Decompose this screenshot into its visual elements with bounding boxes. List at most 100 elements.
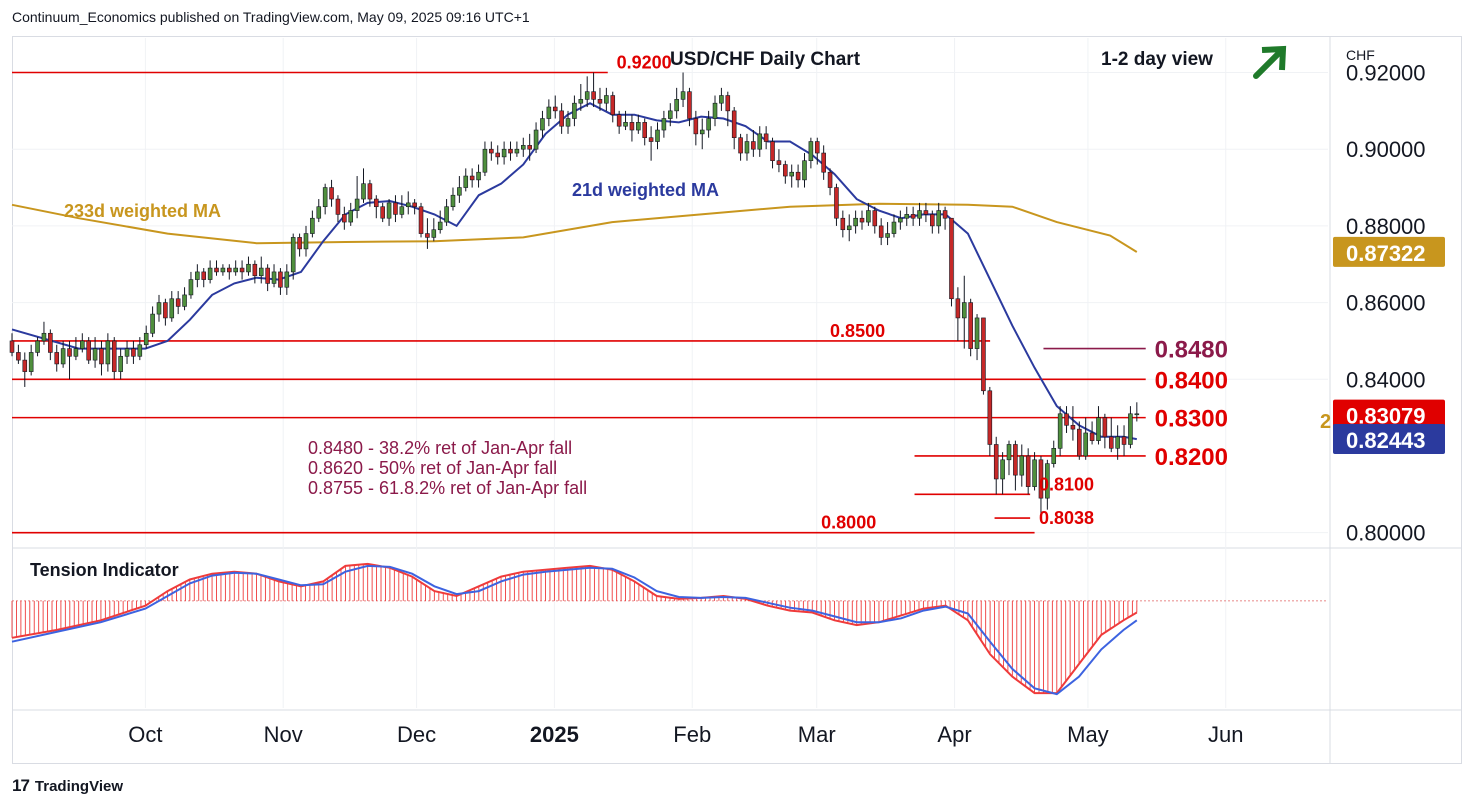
- candle-body: [1089, 432, 1095, 441]
- level-label: 0.8500: [830, 321, 885, 341]
- candle-body: [131, 348, 136, 357]
- candle-body: [182, 294, 187, 307]
- candle-body: [1083, 432, 1088, 457]
- price-axis[interactable]: 0.92000 0.90000 0.88000 0.86000 0.84000 0.800…: [1333, 47, 1445, 546]
- ma21-label: 21d weighted MA: [572, 180, 719, 200]
- candle: [297, 233, 302, 257]
- candle: [757, 126, 763, 157]
- candle: [661, 110, 667, 138]
- time-tick-label: Mar: [798, 722, 836, 747]
- candle-body: [246, 263, 251, 273]
- candle-body: [48, 332, 53, 353]
- ma233-label: 233d weighted MA: [64, 201, 221, 221]
- price-tick-label: 0.92000: [1346, 61, 1426, 86]
- candle: [457, 176, 462, 203]
- candle-body: [693, 118, 699, 135]
- retracement-note: 0.8620 - 50% ret of Jan-Apr fall: [308, 458, 557, 478]
- time-axis[interactable]: Oct Nov Dec 2025 Feb Mar Apr May Jun: [128, 722, 1243, 747]
- candle: [776, 149, 782, 173]
- candle-body: [827, 171, 833, 188]
- candle: [751, 130, 756, 157]
- candle-body: [1115, 436, 1120, 449]
- price-tag-box: [1333, 423, 1445, 454]
- candle: [667, 103, 673, 127]
- candle-body: [738, 137, 743, 154]
- candle-body: [143, 332, 149, 346]
- candle: [552, 95, 558, 119]
- candle-body: [60, 348, 66, 365]
- price-tag[interactable]: 0.87322: [1333, 236, 1445, 267]
- candle-body: [73, 348, 79, 357]
- candle-body: [393, 202, 398, 215]
- candle-body: [1096, 417, 1101, 441]
- candle-body: [993, 444, 999, 480]
- candle: [469, 168, 475, 188]
- candle: [834, 183, 839, 226]
- tradingview-footer[interactable]: 17 TradingView: [12, 776, 123, 796]
- candle-body: [610, 95, 616, 115]
- candle: [399, 195, 405, 219]
- candle: [163, 298, 168, 326]
- candle: [993, 436, 999, 495]
- candle-body: [527, 145, 532, 150]
- candle-body: [783, 164, 788, 177]
- candle: [738, 133, 743, 161]
- chart-frame: [12, 36, 1462, 764]
- candle-body: [578, 99, 584, 104]
- support-resistance-levels: [12, 71, 1146, 534]
- candle-body: [207, 267, 213, 280]
- candle: [239, 260, 245, 280]
- candle-body: [482, 148, 488, 173]
- candle: [182, 287, 187, 311]
- candle-body: [303, 233, 309, 250]
- price-tick-label: 0.84000: [1346, 367, 1426, 392]
- candle: [821, 145, 826, 180]
- candle: [418, 202, 424, 238]
- candle-body: [667, 110, 673, 119]
- candle: [271, 264, 277, 288]
- candle: [1019, 444, 1025, 487]
- candle-body: [1038, 459, 1044, 499]
- candle-body: [917, 210, 922, 219]
- time-tick-label: Apr: [937, 722, 971, 747]
- candle: [1057, 406, 1063, 456]
- price-tag[interactable]: 0.82443: [1333, 423, 1445, 454]
- candle: [73, 337, 79, 361]
- candle-body: [923, 210, 929, 215]
- candle-body: [239, 267, 245, 273]
- candle: [80, 333, 85, 353]
- candle-body: [661, 118, 667, 131]
- candle-body: [54, 352, 60, 365]
- candle: [584, 76, 590, 108]
- candle-body: [514, 148, 520, 154]
- candle-body: [1057, 413, 1063, 449]
- candle: [917, 202, 922, 226]
- moving-averages: [11, 102, 1138, 441]
- price-tag-label: 0.87322: [1346, 241, 1426, 266]
- time-tick-label: Jun: [1208, 722, 1243, 747]
- candle-body: [188, 279, 194, 296]
- candle-body: [936, 210, 941, 227]
- candle-body: [227, 267, 232, 273]
- candle: [974, 314, 980, 361]
- candle-body: [968, 302, 973, 349]
- candle: [891, 214, 897, 238]
- candle: [878, 218, 884, 246]
- candle-body: [175, 298, 181, 307]
- arrow-up-right-icon: [1253, 45, 1287, 79]
- candle: [246, 256, 251, 276]
- candle-body: [201, 271, 207, 280]
- candle-body: [949, 217, 954, 300]
- candle: [578, 84, 584, 111]
- price-tick-label: 0.80000: [1346, 521, 1426, 546]
- candle: [201, 268, 207, 288]
- candle: [188, 271, 194, 299]
- candle: [150, 306, 155, 338]
- candle: [156, 294, 162, 322]
- candle-body: [501, 148, 507, 158]
- candle-body: [981, 317, 986, 392]
- candle: [949, 217, 954, 307]
- candle: [763, 126, 769, 150]
- candle-body: [872, 210, 878, 227]
